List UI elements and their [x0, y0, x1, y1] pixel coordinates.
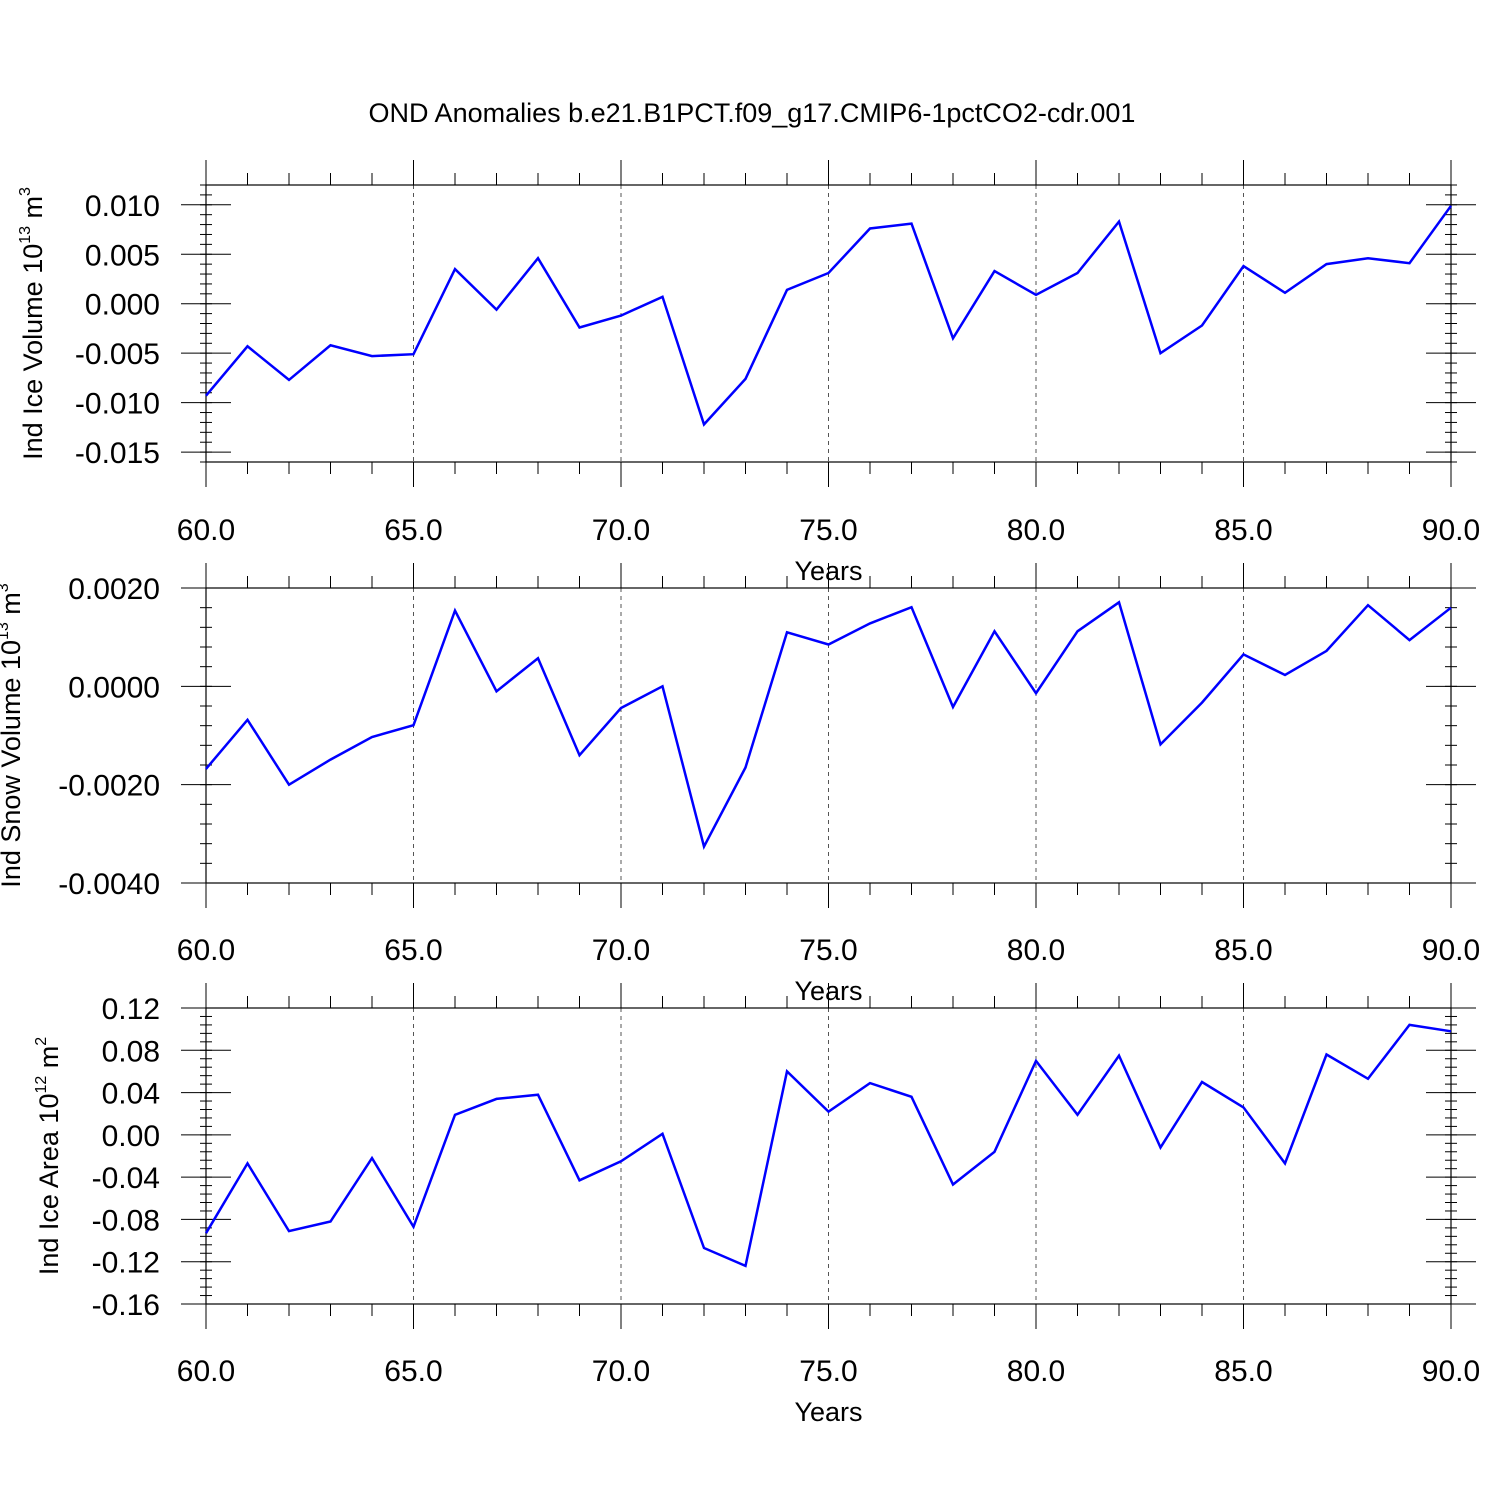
y-tick-label: -0.005 [75, 338, 160, 371]
y-tick-label: 0.08 [102, 1035, 160, 1068]
y-tick-label: 0.00 [102, 1120, 160, 1153]
y-tick-label: -0.08 [92, 1204, 160, 1237]
y-tick-label: -0.12 [92, 1247, 160, 1280]
series-line [204, 1023, 1452, 1268]
x-tick-label: 85.0 [1214, 1355, 1272, 1388]
x-tick-label: 90.0 [1422, 514, 1480, 547]
y-tick-label: 0.000 [85, 289, 160, 322]
y-tick-label: -0.04 [92, 1162, 160, 1195]
series-line [205, 205, 1453, 427]
x-tick-label: 65.0 [384, 514, 442, 547]
y-tick-label: 0.12 [102, 993, 160, 1026]
y-axis-title: Ind Ice Volume 1013 m3 [17, 187, 48, 460]
x-tick-label: 70.0 [592, 1355, 650, 1388]
chart-panel-3: -0.16 -0.12 -0.08 -0.04 0.00 0.04 0.08 0.12 60.0… [33, 983, 1480, 1427]
x-tick-label: 75.0 [799, 934, 857, 967]
x-tick-label: 75.0 [799, 514, 857, 547]
x-tick-label: 60.0 [177, 1355, 235, 1388]
x-tick-label: 85.0 [1214, 514, 1272, 547]
x-tick-label: 65.0 [384, 1355, 442, 1388]
y-tick-label: 0.005 [85, 239, 160, 272]
y-axis-title: Ind Snow Volume 1013 m3 [0, 583, 26, 887]
y-tick-label: -0.0040 [58, 868, 160, 901]
x-tick-label: 80.0 [1007, 1355, 1065, 1388]
x-tick-label: 70.0 [592, 514, 650, 547]
x-tick-label: 90.0 [1422, 934, 1480, 967]
x-tick-label: 85.0 [1214, 934, 1272, 967]
x-tick-label: 80.0 [1007, 934, 1065, 967]
x-axis-title: Years [794, 1397, 862, 1427]
y-tick-label: 0.0020 [68, 573, 160, 606]
series-line [205, 600, 1452, 851]
chart-panel-2: -0.0040 -0.0020 0.0000 0.0020 60.0 65.0 70.0 75… [0, 563, 1480, 1006]
y-tick-label: 0.04 [102, 1078, 160, 1111]
y-tick-label: -0.0020 [58, 770, 160, 803]
x-tick-label: 60.0 [177, 514, 235, 547]
y-tick-label: -0.010 [75, 388, 160, 421]
x-tick-label: 60.0 [177, 934, 235, 967]
x-tick-label: 75.0 [799, 1355, 857, 1388]
x-tick-label: 90.0 [1422, 1355, 1480, 1388]
y-tick-label: -0.16 [92, 1289, 160, 1322]
y-tick-label: -0.015 [75, 437, 160, 470]
x-tick-label: 65.0 [384, 934, 442, 967]
y-tick-label: 0.010 [85, 190, 160, 223]
x-tick-label: 80.0 [1007, 514, 1065, 547]
y-axis-title: Ind Ice Area 1012 m2 [33, 1037, 64, 1275]
chart-panel-1: -0.015 -0.010 -0.005 0.000 0.005 0.010 60.0 65.… [17, 160, 1480, 586]
chart-title: OND Anomalies b.e21.B1PCT.f09_g17.CMIP6-… [369, 98, 1136, 128]
y-tick-label: 0.0000 [68, 671, 160, 704]
x-tick-label: 70.0 [592, 934, 650, 967]
